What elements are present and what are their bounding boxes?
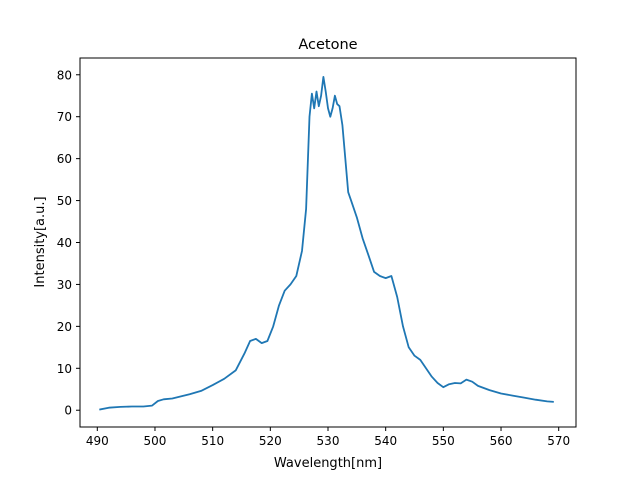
y-tick-label: 70	[57, 110, 72, 124]
x-tick-label: 550	[432, 434, 455, 448]
x-tick-label: 570	[547, 434, 570, 448]
x-axis-ticks: 490 500 510 520 530 540 550 560 570	[86, 427, 570, 448]
y-tick-label: 80	[57, 68, 72, 82]
plot-area	[99, 76, 554, 411]
data-line	[99, 76, 554, 411]
x-tick-label: 490	[86, 434, 109, 448]
x-tick-label: 520	[259, 434, 282, 448]
x-tick-label: 510	[201, 434, 224, 448]
axes-frame	[79, 57, 577, 428]
y-tick-label: 40	[57, 236, 72, 250]
x-tick-label: 560	[490, 434, 513, 448]
y-tick-label: 60	[57, 152, 72, 166]
x-tick-label: 530	[317, 434, 340, 448]
x-tick-label: 540	[374, 434, 397, 448]
y-tick-label: 20	[57, 320, 72, 334]
x-axis-label: Wavelength[nm]	[274, 456, 382, 471]
y-tick-label: 10	[57, 362, 72, 376]
y-tick-label: 0	[64, 404, 72, 418]
y-axis-ticks: 0 10 20 30 40 50 60 70 80	[57, 68, 80, 418]
y-tick-label: 30	[57, 278, 72, 292]
y-tick-label: 50	[57, 194, 72, 208]
chart-title: Acetone	[298, 37, 357, 53]
y-axis-label: Intensity[a.u.]	[33, 196, 48, 287]
x-tick-label: 500	[144, 434, 167, 448]
